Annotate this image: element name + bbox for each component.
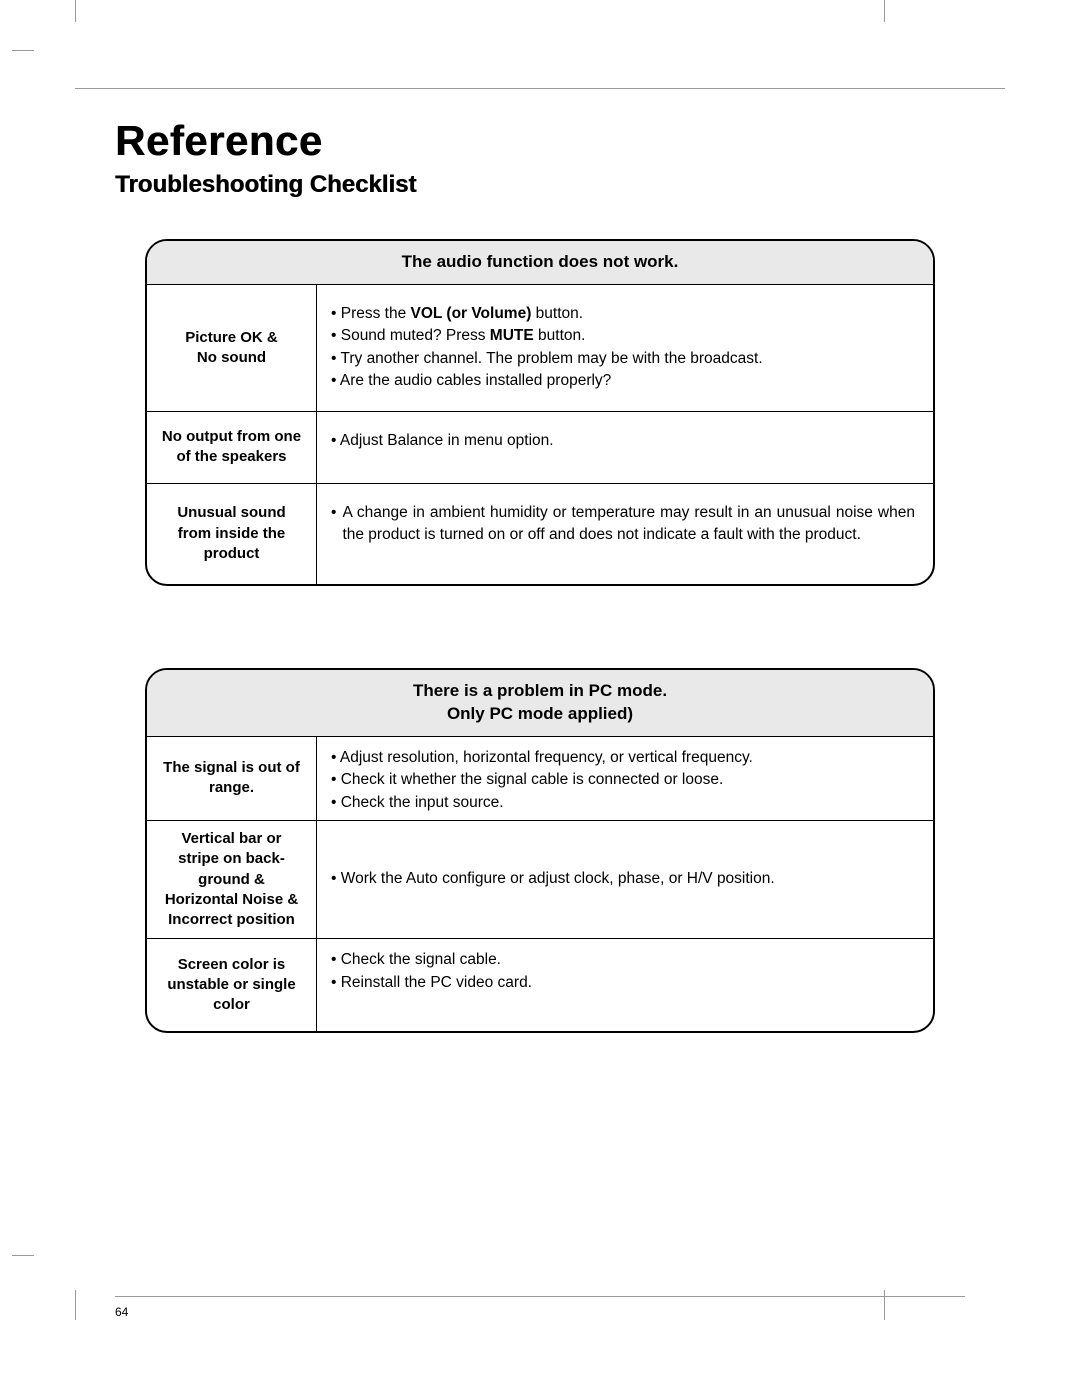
symptom-cell: The signal is out ofrange. [147, 737, 317, 820]
symptom-cell: Screen color isunstable or singlecolor [147, 939, 317, 1031]
table-row: Vertical bar orstripe on back-ground &Ho… [147, 821, 933, 939]
page-number: 64 [115, 1305, 128, 1319]
symptom-cell: Unusual soundfrom inside theproduct [147, 484, 317, 584]
solution-cell: •A change in ambient humidity or tempera… [317, 484, 933, 584]
page-subtitle: Troubleshooting Checklist [115, 171, 965, 199]
solution-cell: • Adjust resolution, horizontal frequenc… [317, 737, 933, 820]
symptom-cell: Picture OK &No sound [147, 285, 317, 411]
table-row: Picture OK &No sound • Press the VOL (or… [147, 285, 933, 412]
crop-mark [12, 50, 34, 51]
table-header: There is a problem in PC mode.Only PC mo… [147, 670, 933, 737]
content-area: Reference Troubleshooting Checklist The … [75, 89, 1005, 1033]
bottom-rule [115, 1296, 965, 1297]
troubleshoot-table-pc-mode: There is a problem in PC mode.Only PC mo… [145, 668, 935, 1034]
crop-mark [12, 1255, 34, 1256]
solution-cell: • Adjust Balance in menu option. [317, 412, 933, 483]
solution-cell: • Press the VOL (or Volume) button.• Sou… [317, 285, 933, 411]
symptom-cell: Vertical bar orstripe on back-ground &Ho… [147, 821, 317, 938]
table-row: Screen color isunstable or singlecolor •… [147, 939, 933, 1031]
troubleshoot-table-audio: The audio function does not work. Pictur… [145, 239, 935, 586]
symptom-cell: No output from oneof the speakers [147, 412, 317, 483]
solution-cell: • Check the signal cable.• Reinstall the… [317, 939, 933, 1031]
page-title: Reference [115, 117, 965, 165]
table-row: Unusual soundfrom inside theproduct •A c… [147, 484, 933, 584]
solution-cell: • Work the Auto configure or adjust cloc… [317, 821, 933, 938]
table-header: The audio function does not work. [147, 241, 933, 285]
table-row: No output from oneof the speakers • Adju… [147, 412, 933, 484]
table-row: The signal is out ofrange. • Adjust reso… [147, 737, 933, 821]
page: Reference Troubleshooting Checklist The … [75, 0, 1005, 1397]
